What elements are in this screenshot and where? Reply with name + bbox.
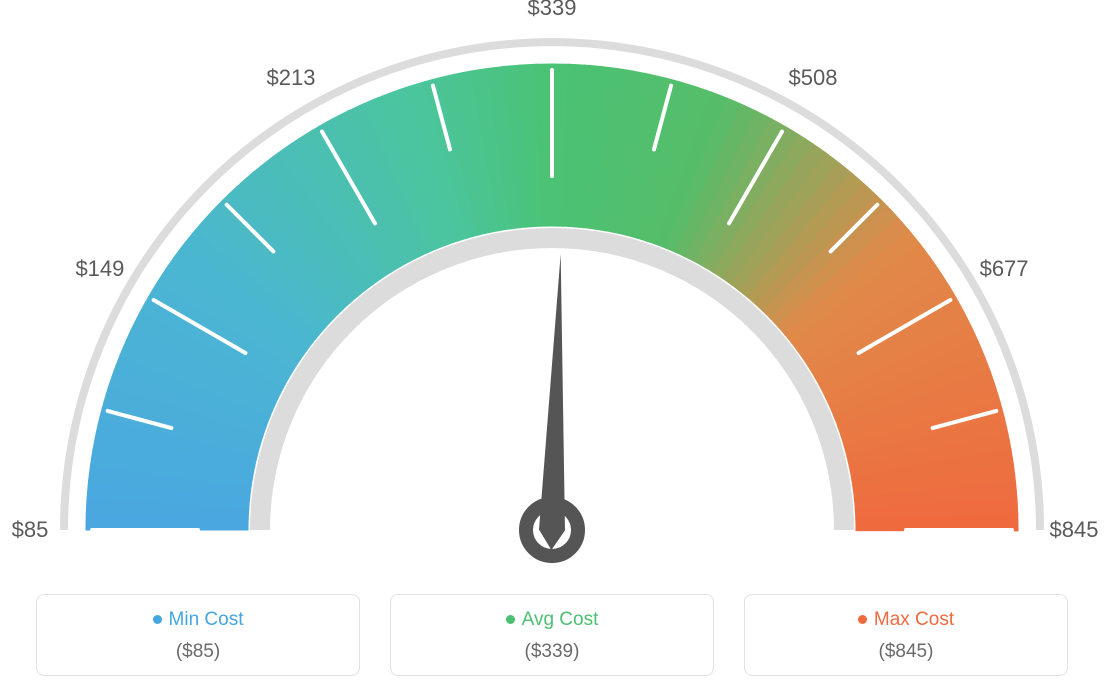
gauge-tick-label: $339 [528, 0, 577, 21]
legend-avg-title: Avg Cost [401, 609, 703, 631]
legend-avg-card: Avg Cost ($339) [390, 594, 714, 676]
gauge-tick-label: $149 [75, 256, 124, 282]
legend-max-card: Max Cost ($845) [744, 594, 1068, 676]
legend-max-value: ($845) [755, 641, 1057, 663]
legend-min-title: Min Cost [47, 609, 349, 631]
gauge-tick-label: $213 [267, 65, 316, 91]
gauge-tick-label: $508 [789, 65, 838, 91]
legend-avg-value: ($339) [401, 641, 703, 663]
legend-avg-dot-icon [506, 615, 515, 624]
legend-min-value: ($85) [47, 641, 349, 663]
legend-min-label: Min Cost [169, 609, 244, 630]
gauge-tick-label: $845 [1050, 517, 1099, 543]
legend-row: Min Cost ($85) Avg Cost ($339) Max Cost … [0, 594, 1104, 676]
gauge-svg [0, 0, 1104, 580]
legend-max-dot-icon [858, 615, 867, 624]
legend-min-dot-icon [153, 615, 162, 624]
legend-avg-label: Avg Cost [522, 609, 599, 630]
legend-max-title: Max Cost [755, 609, 1057, 631]
gauge-tick-label: $677 [980, 256, 1029, 282]
gauge-chart: $85 $149 $213 $339 $508 $677 $845 [0, 0, 1104, 580]
gauge-tick-label: $85 [12, 517, 49, 543]
legend-max-label: Max Cost [874, 609, 954, 630]
legend-min-card: Min Cost ($85) [36, 594, 360, 676]
